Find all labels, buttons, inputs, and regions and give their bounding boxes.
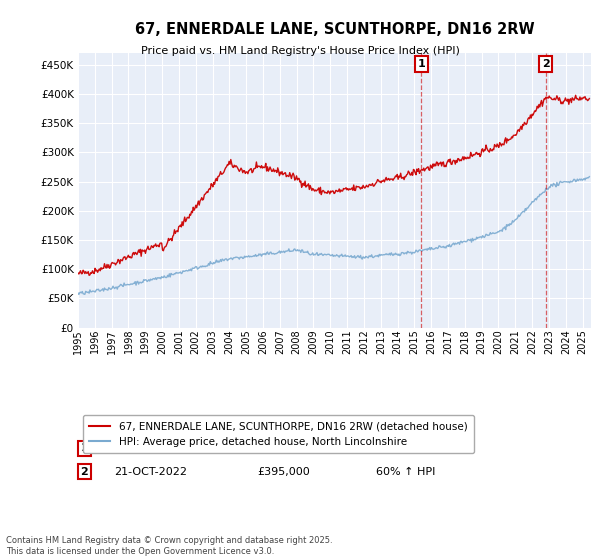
Text: 60% ↑ HPI: 60% ↑ HPI: [376, 466, 435, 477]
Text: 62% ↑ HPI: 62% ↑ HPI: [376, 444, 435, 454]
Title: 67, ENNERDALE LANE, SCUNTHORPE, DN16 2RW: 67, ENNERDALE LANE, SCUNTHORPE, DN16 2RW: [134, 22, 535, 37]
Text: 1: 1: [80, 444, 88, 454]
Text: £395,000: £395,000: [257, 466, 310, 477]
Text: 1: 1: [418, 59, 425, 69]
Text: 21-OCT-2022: 21-OCT-2022: [114, 466, 187, 477]
Text: Contains HM Land Registry data © Crown copyright and database right 2025.
This d: Contains HM Land Registry data © Crown c…: [6, 536, 332, 556]
Text: £269,950: £269,950: [257, 444, 311, 454]
Text: 29-MAY-2015: 29-MAY-2015: [114, 444, 186, 454]
Legend: 67, ENNERDALE LANE, SCUNTHORPE, DN16 2RW (detached house), HPI: Average price, d: 67, ENNERDALE LANE, SCUNTHORPE, DN16 2RW…: [83, 415, 473, 453]
Text: 2: 2: [80, 466, 88, 477]
Text: 2: 2: [542, 59, 550, 69]
Text: Price paid vs. HM Land Registry's House Price Index (HPI): Price paid vs. HM Land Registry's House …: [140, 46, 460, 56]
